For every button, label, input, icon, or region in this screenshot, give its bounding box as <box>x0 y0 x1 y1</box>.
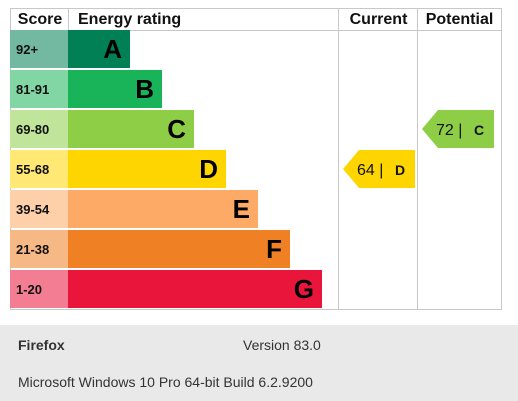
potential-rating-value: 72 | <box>436 122 462 139</box>
potential-column-divider <box>417 9 418 309</box>
rating-letter-e: E <box>233 194 250 224</box>
current-column-divider <box>338 9 339 309</box>
score-column-divider <box>68 9 69 31</box>
rating-bar-d <box>68 150 226 188</box>
rating-letter-f: F <box>266 234 282 264</box>
score-label-f: 21-38 <box>16 242 49 257</box>
score-label-e: 39-54 <box>16 202 50 217</box>
score-label-g: 1-20 <box>16 282 42 297</box>
score-cell-g <box>10 270 68 308</box>
current-rating-marker <box>343 150 415 188</box>
rating-bar-b <box>68 70 162 108</box>
rating-bar-f <box>68 230 290 268</box>
potential-rating-letter: C <box>474 122 484 138</box>
rating-bar-a <box>68 30 130 68</box>
rating-letter-b: B <box>135 74 154 104</box>
score-label-a: 92+ <box>16 42 38 57</box>
score-cell-d <box>10 150 68 188</box>
score-cell-a <box>10 30 68 68</box>
score-cell-b <box>10 70 68 108</box>
rating-letter-c: C <box>167 114 186 144</box>
potential-header: Potential <box>418 9 501 31</box>
rating-bar-g <box>68 270 322 308</box>
energy-rating-header: Energy rating <box>69 9 339 31</box>
rating-bar-e <box>68 190 258 228</box>
rating-letter-d: D <box>199 154 218 184</box>
score-label-c: 69-80 <box>16 122 49 137</box>
rating-bar-c <box>68 110 194 148</box>
score-label-d: 55-68 <box>16 162 49 177</box>
score-cell-e <box>10 190 68 228</box>
current-rating-letter: D <box>395 162 405 178</box>
current-header: Current <box>339 9 418 31</box>
rating-bars: 92+ A 81-91 B 69-80 C 55-68 D 39-54 E 21-38 F 1-20 G 6… <box>10 30 494 308</box>
rating-letter-a: A <box>103 34 122 64</box>
score-cell-f <box>10 230 68 268</box>
score-cell-c <box>10 110 68 148</box>
current-rating-value: 64 | <box>357 162 383 179</box>
score-label-b: 81-91 <box>16 82 49 97</box>
operating-system: Microsoft Windows 10 Pro 64-bit Build 6.… <box>18 374 313 390</box>
browser-version: Version 83.0 <box>243 337 321 353</box>
browser-name: Firefox <box>18 337 65 353</box>
rating-letter-g: G <box>294 274 314 304</box>
potential-rating-marker <box>422 110 494 148</box>
browser-info-panel: Firefox Version 83.0 Microsoft Windows 1… <box>0 325 518 401</box>
